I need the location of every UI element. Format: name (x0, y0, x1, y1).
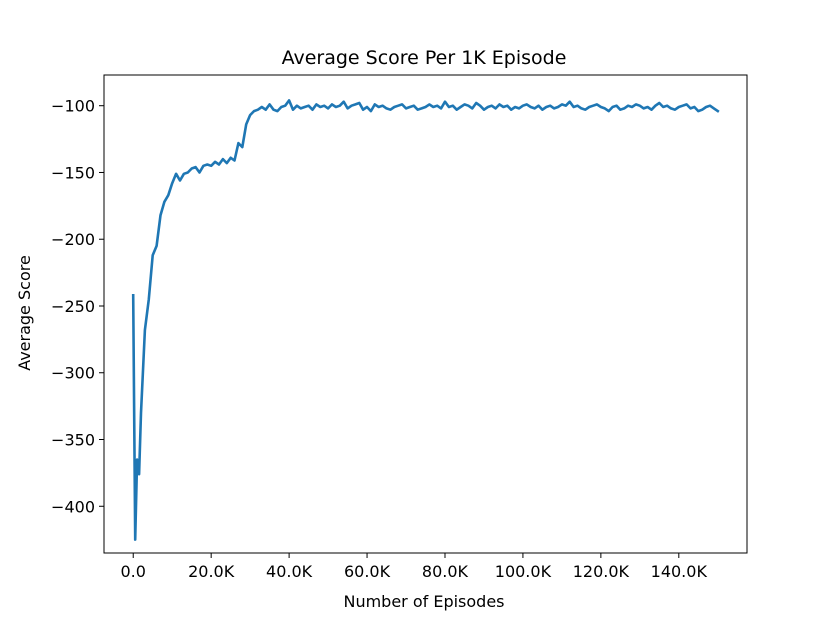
y-axis-label: Average Score (15, 255, 34, 371)
x-tick-label: 0.0 (121, 562, 146, 581)
y-tick-label: −200 (51, 230, 95, 249)
x-axis-ticks: 0.0 20.0K 40.0K 60.0K 80.0K 100.0K 120.0K 140.0… (121, 553, 708, 581)
y-tick-label: −150 (51, 163, 95, 182)
x-axis-label: Number of Episodes (343, 592, 504, 611)
x-tick-label: 40.0K (266, 562, 313, 581)
x-tick-label: 140.0K (651, 562, 708, 581)
series-line (131, 99, 720, 541)
plot-area-frame (103, 74, 748, 554)
y-tick-label: −400 (51, 497, 95, 516)
plot-lines (131, 99, 720, 541)
y-axis-ticks: −100 −150 −200 −250 −300 −350 −400 (51, 97, 104, 516)
x-tick-label: 100.0K (495, 562, 552, 581)
x-tick-label: 80.0K (422, 562, 469, 581)
x-tick-label: 60.0K (344, 562, 391, 581)
x-tick-label: 120.0K (573, 562, 630, 581)
x-tick-label: 20.0K (188, 562, 235, 581)
y-tick-label: −250 (51, 297, 95, 316)
chart-title: Average Score Per 1K Episode (282, 47, 567, 69)
y-tick-label: −350 (51, 431, 95, 450)
y-tick-label: −100 (51, 97, 95, 116)
y-tick-label: −300 (51, 364, 95, 383)
